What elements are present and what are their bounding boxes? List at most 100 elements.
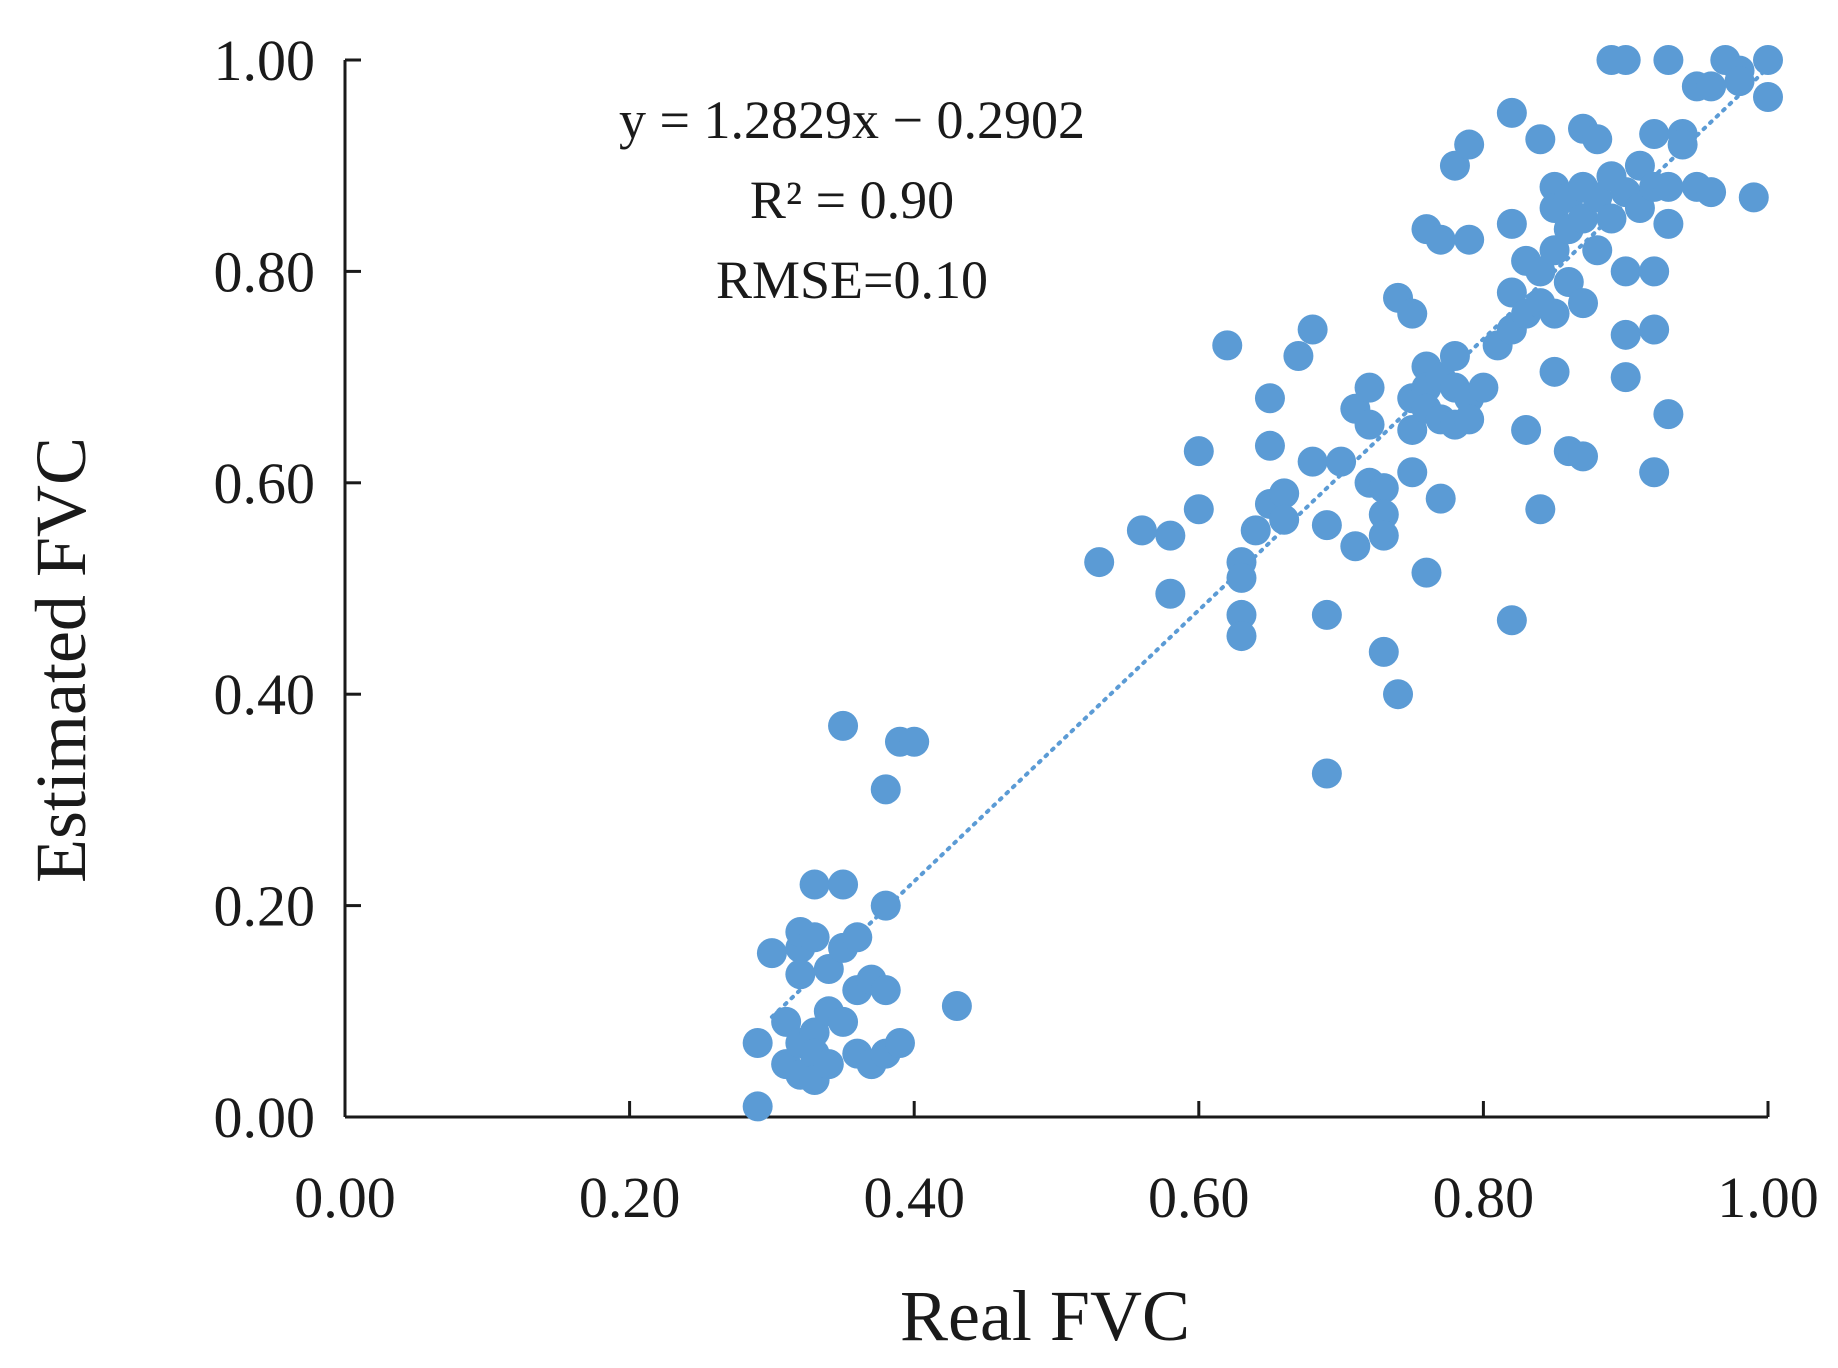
r-squared-label: R² = 0.90 [750, 170, 954, 230]
data-point [1311, 510, 1342, 541]
data-point [1383, 679, 1414, 710]
data-point [1582, 124, 1613, 155]
data-point [1126, 515, 1157, 546]
data-point [1326, 446, 1357, 477]
data-point [1511, 414, 1542, 445]
data-point [1183, 494, 1214, 525]
data-point [1624, 192, 1655, 223]
rmse-label: RMSE=0.10 [716, 250, 988, 310]
data-point [1539, 298, 1570, 329]
data-point [1155, 578, 1186, 609]
data-point [1254, 383, 1285, 414]
data-point [1397, 414, 1428, 445]
data-point [813, 1049, 844, 1080]
data-point [1226, 599, 1257, 630]
data-point [1610, 45, 1641, 75]
data-point [1610, 319, 1641, 350]
data-point [842, 922, 873, 953]
axes [343, 60, 1768, 1119]
data-point [1753, 81, 1783, 112]
data-point [1425, 483, 1456, 514]
x-tick-label: 0.40 [863, 1165, 965, 1230]
data-point [1653, 208, 1684, 239]
x-tick-label: 0.60 [1148, 1165, 1250, 1230]
data-point [1653, 45, 1684, 75]
data-point [941, 991, 972, 1022]
y-tick-label: 0.60 [214, 451, 316, 516]
data-point [1226, 562, 1257, 593]
data-point [756, 938, 787, 969]
data-point [1311, 758, 1342, 789]
data-point [1269, 504, 1300, 535]
data-point [799, 869, 830, 900]
x-tick-label: 1.00 [1717, 1165, 1819, 1230]
data-point [771, 1006, 802, 1037]
data-point [1368, 499, 1399, 530]
data-point [870, 774, 901, 805]
data-point [1496, 277, 1527, 308]
y-tick-label: 0.40 [214, 662, 316, 727]
data-point [1269, 478, 1300, 509]
data-point [1368, 520, 1399, 551]
x-tick-label: 0.80 [1433, 1165, 1535, 1230]
data-points [742, 45, 1783, 1122]
data-point [1354, 409, 1385, 440]
data-point [1539, 235, 1570, 266]
data-point [1568, 203, 1599, 234]
data-point [799, 922, 830, 953]
data-point [742, 1091, 773, 1122]
data-point [1653, 399, 1684, 430]
data-point [1667, 129, 1698, 160]
equation-label: y = 1.2829x − 0.2902 [619, 90, 1085, 150]
data-point [1340, 531, 1371, 562]
data-point [1610, 256, 1641, 287]
data-point [1368, 636, 1399, 667]
data-point [1639, 118, 1670, 149]
data-point [884, 1028, 915, 1059]
x-ticks: 0.00 0.20 0.40 0.60 0.80 1.00 [294, 1101, 1819, 1230]
data-point [1753, 45, 1783, 75]
data-point [1226, 621, 1257, 652]
data-point [1212, 330, 1243, 361]
x-tick-label: 0.00 [294, 1165, 396, 1230]
data-point [1639, 256, 1670, 287]
data-point [1738, 182, 1769, 213]
y-tick-label: 0.00 [214, 1085, 316, 1150]
data-point [1468, 372, 1499, 403]
data-point [1624, 150, 1655, 181]
data-point [785, 959, 816, 990]
data-point [1539, 356, 1570, 387]
data-point [1155, 520, 1186, 551]
data-point [1425, 224, 1456, 255]
data-point [1368, 473, 1399, 504]
data-point [1496, 605, 1527, 636]
data-point [1553, 266, 1584, 297]
data-point [828, 710, 859, 741]
data-point [1311, 599, 1342, 630]
data-point [1454, 404, 1485, 435]
data-point [1496, 208, 1527, 239]
data-point [1411, 557, 1442, 588]
data-point [799, 1017, 830, 1048]
data-point [1525, 494, 1556, 525]
data-point [1696, 177, 1727, 208]
data-point [1568, 441, 1599, 472]
data-point [1084, 547, 1115, 578]
data-point [1254, 430, 1285, 461]
data-point [1354, 372, 1385, 403]
data-point [1183, 436, 1214, 467]
y-tick-label: 1.00 [214, 28, 316, 93]
data-point [1582, 235, 1613, 266]
x-axis-title: Real FVC [900, 1276, 1190, 1356]
data-point [828, 1006, 859, 1037]
data-point [1696, 71, 1727, 102]
data-point [742, 1028, 773, 1059]
x-tick-label: 0.20 [579, 1165, 681, 1230]
data-point [1639, 457, 1670, 488]
data-point [1454, 129, 1485, 160]
data-point [1397, 457, 1428, 488]
data-point [828, 869, 859, 900]
data-point [1496, 97, 1527, 128]
data-point [1568, 288, 1599, 319]
